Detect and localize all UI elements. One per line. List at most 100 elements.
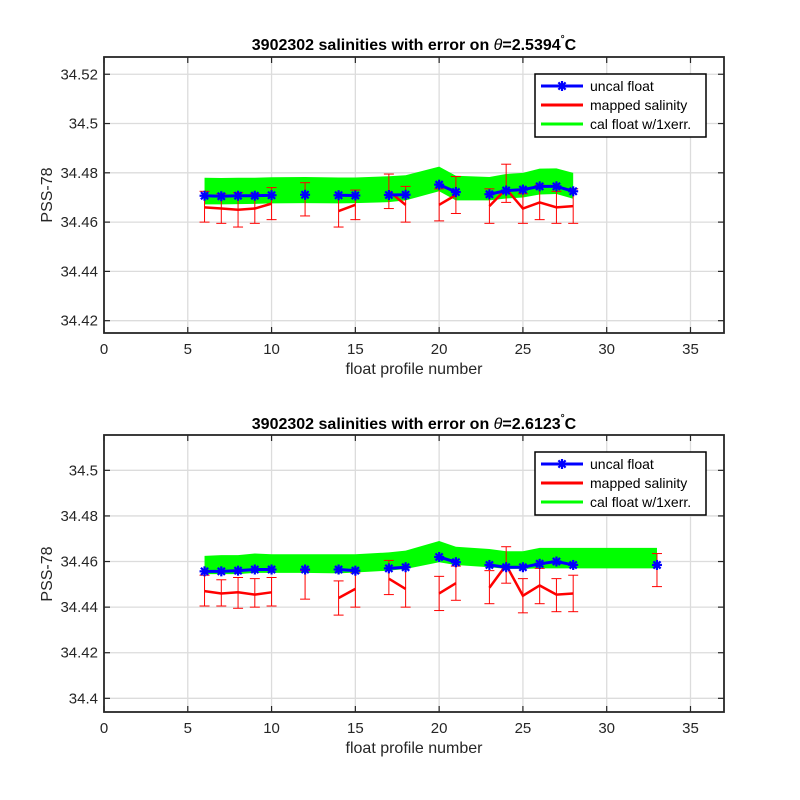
chart-title: 3902302 salinities with error on θ=2.612… bbox=[252, 413, 577, 433]
uncal-float-marker bbox=[300, 189, 311, 200]
y-tick-label: 34.44 bbox=[60, 263, 98, 280]
y-tick-label: 34.44 bbox=[60, 599, 98, 616]
chart-title: 3902302 salinities with error on θ=2.539… bbox=[252, 34, 577, 54]
error-bar bbox=[501, 163, 512, 203]
subplot-top: 3902302 salinities with error on θ=2.539… bbox=[39, 34, 725, 378]
error-bar bbox=[233, 576, 244, 609]
x-tick-label: 15 bbox=[347, 720, 364, 737]
legend-mapped-label: mapped salinity bbox=[590, 475, 687, 491]
uncal-float-marker bbox=[266, 564, 277, 575]
x-tick-label: 35 bbox=[682, 720, 699, 737]
uncal-float-marker bbox=[484, 559, 495, 570]
error-bar bbox=[266, 576, 277, 607]
legend-cal-label: cal float w/1xerr. bbox=[590, 116, 691, 132]
x-tick-label: 5 bbox=[184, 341, 192, 358]
uncal-float-marker bbox=[450, 557, 461, 568]
error-bar bbox=[333, 580, 344, 616]
uncal-float-marker bbox=[233, 190, 244, 201]
error-bar bbox=[651, 553, 662, 588]
legend-uncal-marker bbox=[557, 459, 567, 469]
legend-cal-label: cal float w/1xerr. bbox=[590, 494, 691, 510]
uncal-float-marker bbox=[568, 186, 579, 197]
y-tick-label: 34.46 bbox=[60, 554, 98, 571]
x-tick-label: 35 bbox=[682, 341, 699, 358]
axes-box bbox=[103, 434, 725, 713]
legend: uncal float mapped salinity cal float w/… bbox=[534, 73, 707, 138]
uncal-float-marker bbox=[501, 562, 512, 573]
y-tick-label: 34.42 bbox=[60, 313, 98, 330]
error-bar bbox=[484, 570, 495, 605]
uncal-float-marker bbox=[501, 185, 512, 196]
x-tick-label: 20 bbox=[431, 720, 448, 737]
x-tick-label: 30 bbox=[598, 341, 615, 358]
y-tick-label: 34.4 bbox=[69, 690, 98, 707]
x-tick-label: 10 bbox=[263, 341, 280, 358]
uncal-float-marker bbox=[651, 559, 662, 570]
x-tick-label: 10 bbox=[263, 720, 280, 737]
x-tick-label: 30 bbox=[598, 720, 615, 737]
x-axis-label: float profile number bbox=[346, 361, 484, 378]
uncal-float-marker bbox=[568, 559, 579, 570]
uncal-float-marker bbox=[300, 564, 311, 575]
uncal-float-marker bbox=[400, 189, 411, 200]
uncal-float-marker bbox=[534, 181, 545, 192]
x-tick-label: 0 bbox=[100, 341, 108, 358]
mapped-salinity-line bbox=[337, 587, 356, 600]
uncal-float-marker bbox=[333, 564, 344, 575]
error-bar bbox=[517, 578, 528, 614]
mapped-salinity-line bbox=[438, 582, 457, 595]
legend-uncal-marker bbox=[557, 81, 567, 91]
cal-float-band bbox=[204, 541, 657, 575]
uncal-float-marker bbox=[551, 556, 562, 567]
axes-box bbox=[103, 56, 725, 334]
x-tick-label: 25 bbox=[515, 720, 532, 737]
legend-uncal-label: uncal float bbox=[590, 78, 654, 94]
y-tick-label: 34.42 bbox=[60, 645, 98, 662]
y-tick-label: 34.5 bbox=[69, 116, 98, 133]
subplot-bottom: 3902302 salinities with error on θ=2.612… bbox=[39, 413, 725, 757]
uncal-float-marker bbox=[333, 190, 344, 201]
error-bar bbox=[434, 575, 445, 612]
uncal-float-marker bbox=[249, 190, 260, 201]
y-tick-label: 34.48 bbox=[60, 165, 98, 182]
error-bar bbox=[216, 579, 227, 607]
legend-mapped-label: mapped salinity bbox=[590, 97, 687, 113]
y-tick-label: 34.48 bbox=[60, 508, 98, 525]
x-tick-label: 20 bbox=[431, 341, 448, 358]
legend-uncal-label: uncal float bbox=[590, 456, 654, 472]
uncal-float-marker bbox=[350, 565, 361, 576]
error-bar bbox=[249, 578, 260, 608]
uncal-float-marker bbox=[534, 558, 545, 569]
x-tick-label: 25 bbox=[515, 341, 532, 358]
x-tick-label: 5 bbox=[184, 720, 192, 737]
y-axis-label: PSS-78 bbox=[39, 167, 56, 222]
mapped-salinity-line bbox=[338, 203, 356, 213]
uncal-float-marker bbox=[216, 566, 227, 577]
error-bar bbox=[568, 574, 579, 613]
uncal-float-marker bbox=[199, 190, 210, 201]
uncal-float-marker bbox=[434, 179, 445, 190]
y-axis-label: PSS-78 bbox=[39, 546, 56, 601]
uncal-float-marker bbox=[233, 565, 244, 576]
uncal-float-marker bbox=[383, 190, 394, 200]
uncal-float-marker bbox=[216, 191, 227, 202]
uncal-float-marker bbox=[484, 189, 495, 200]
y-tick-label: 34.46 bbox=[60, 214, 98, 231]
uncal-float-marker bbox=[517, 562, 528, 573]
error-bar bbox=[551, 578, 562, 613]
uncal-float-marker bbox=[266, 190, 277, 201]
uncal-float-marker bbox=[350, 190, 361, 201]
x-axis-label: float profile number bbox=[346, 740, 484, 757]
mapped-salinity-line bbox=[438, 193, 457, 206]
uncal-float-marker bbox=[400, 562, 411, 573]
uncal-float-marker bbox=[551, 181, 562, 192]
x-tick-label: 15 bbox=[347, 341, 364, 358]
legend: uncal float mapped salinity cal float w/… bbox=[534, 451, 707, 516]
uncal-float-marker bbox=[249, 564, 260, 575]
mapped-salinity-line bbox=[388, 577, 407, 590]
y-tick-label: 34.5 bbox=[69, 462, 98, 479]
x-tick-label: 0 bbox=[100, 720, 108, 737]
uncal-float-marker bbox=[517, 184, 528, 195]
uncal-float-line bbox=[438, 183, 457, 194]
y-tick-label: 34.52 bbox=[60, 66, 98, 83]
